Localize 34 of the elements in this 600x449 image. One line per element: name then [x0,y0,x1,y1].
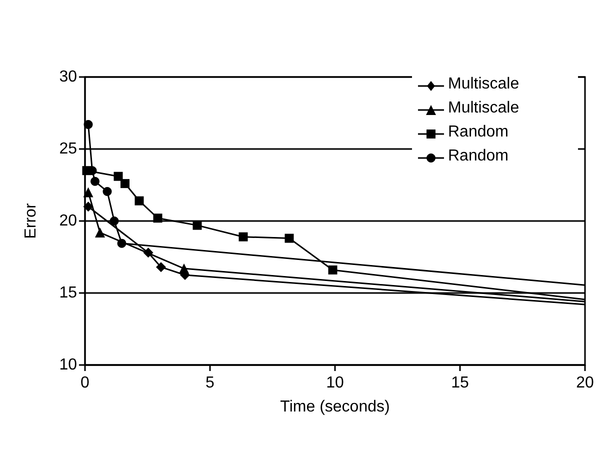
point [95,228,105,238]
legend-label: Random [448,148,508,164]
point [83,202,94,212]
point [192,220,202,230]
legend-label: Multiscale [448,100,520,116]
y-axis-title: Error [22,202,40,239]
point [84,120,93,130]
x-tick-label: 5 [206,374,215,392]
x-tick-label: 10 [326,374,344,392]
point [102,186,112,196]
point [83,187,94,198]
y-tick-label: 25 [59,140,78,158]
legend-label: Random [448,124,508,140]
x-tick-label: 20 [576,374,594,392]
point [90,176,100,186]
point [328,265,338,274]
point [238,232,248,242]
x-tick-label: 15 [451,374,469,392]
y-tick-label: 30 [59,68,78,86]
point [110,216,119,226]
point [120,179,130,188]
point [117,238,126,248]
point [156,262,166,272]
y-tick-label: 10 [59,356,78,374]
point [134,196,144,206]
point [114,172,123,181]
point [179,264,189,274]
y-tick-label: 15 [59,284,78,302]
y-tick-label: 20 [59,212,78,230]
x-axis-title: Time (seconds) [280,398,390,416]
x-tick-label: 0 [80,374,90,392]
legend-label: Multiscale [448,76,520,92]
point [153,214,162,223]
point [284,234,294,243]
